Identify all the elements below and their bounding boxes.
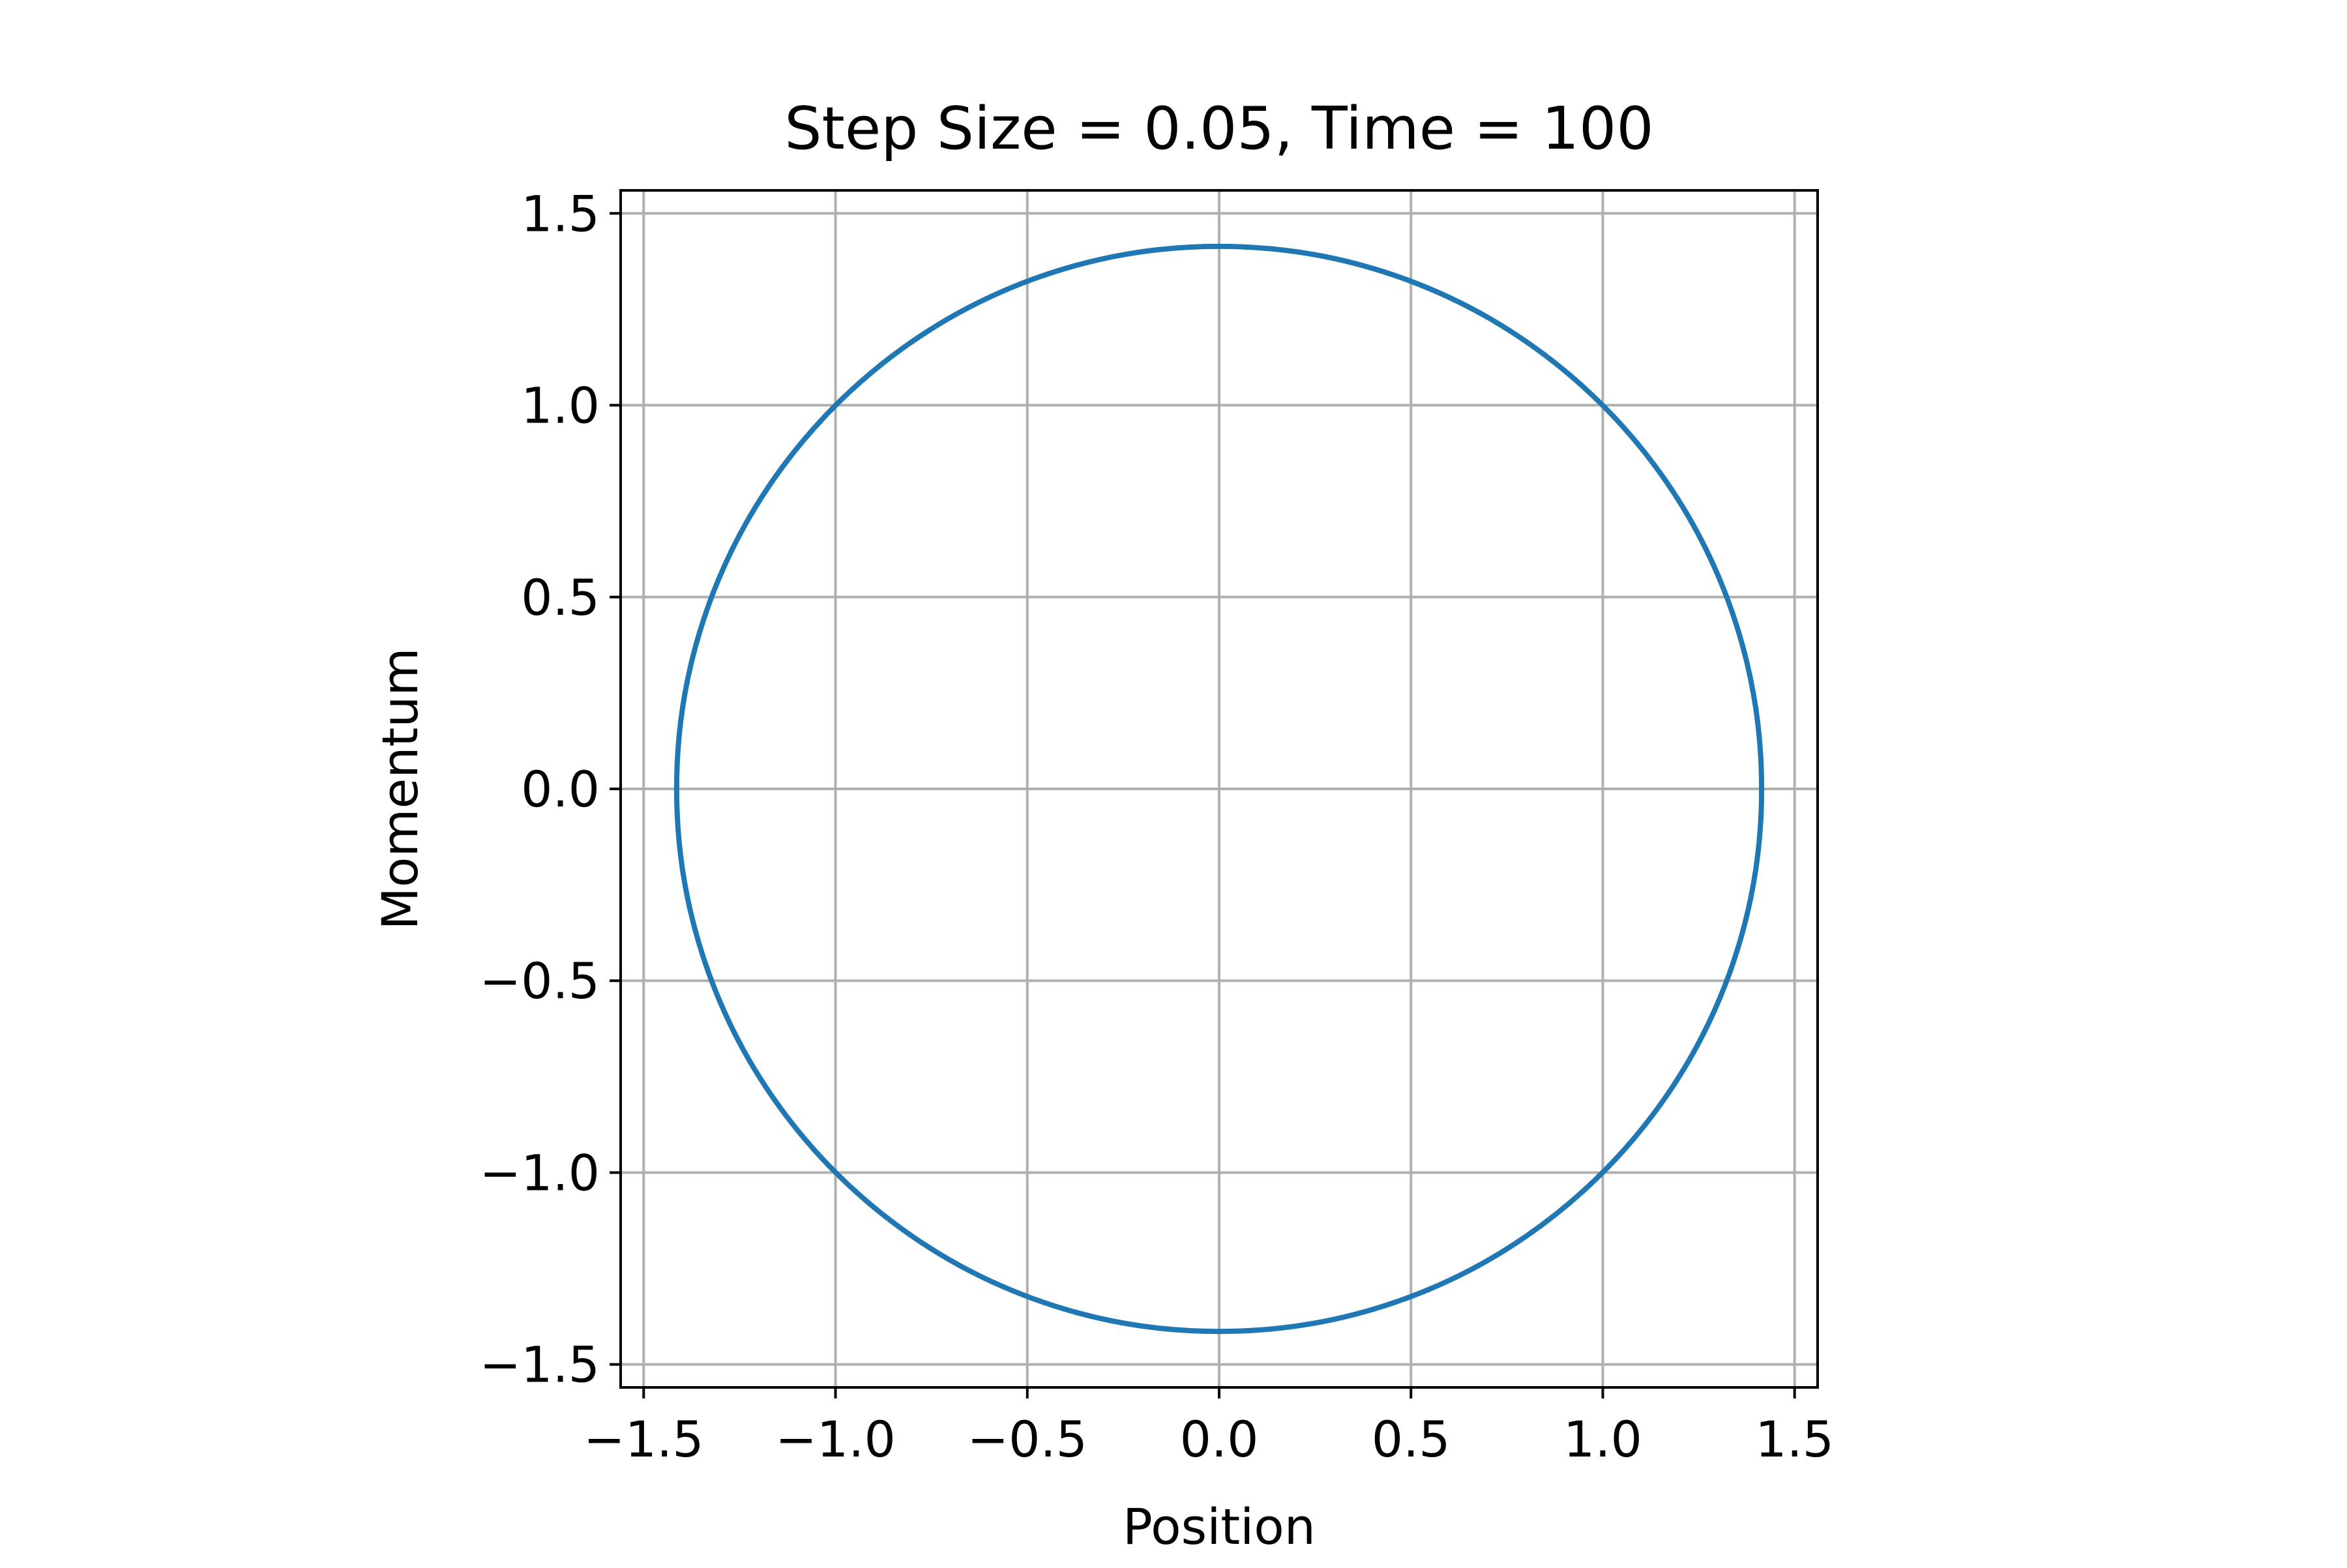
x-tick-label: 1.5 bbox=[1755, 1410, 1834, 1468]
y-axis-label: Momentum bbox=[371, 647, 429, 930]
y-tick-label: 0.5 bbox=[521, 569, 600, 627]
x-tick-label: −0.5 bbox=[967, 1410, 1087, 1468]
y-tick-label: 0.0 bbox=[521, 760, 600, 818]
x-tick-label: −1.5 bbox=[583, 1410, 704, 1468]
x-tick-label: 1.0 bbox=[1563, 1410, 1642, 1468]
series-layer bbox=[673, 243, 1765, 1335]
chart-title: Step Size = 0.05, Time = 100 bbox=[784, 95, 1653, 163]
x-tick-label: 0.5 bbox=[1372, 1410, 1451, 1468]
x-axis-label: Position bbox=[1123, 1498, 1316, 1556]
x-tick-label: −1.0 bbox=[775, 1410, 896, 1468]
grid-lines bbox=[621, 190, 1818, 1387]
y-tick-label: 1.5 bbox=[521, 185, 600, 243]
axis-ticks: −1.5 −1.0 −0.5 0.0 0.5 1.0 1.5 −1.5 −1.0 −0.5 0.0 0… bbox=[479, 185, 1834, 1468]
x-tick-label: 0.0 bbox=[1180, 1410, 1259, 1468]
y-tick-label: 1.0 bbox=[521, 377, 600, 435]
y-tick-label: −1.0 bbox=[479, 1144, 600, 1202]
y-tick-label: −1.5 bbox=[479, 1336, 600, 1394]
y-tick-label: −0.5 bbox=[479, 952, 600, 1010]
trajectory-series-line bbox=[673, 243, 1765, 1335]
